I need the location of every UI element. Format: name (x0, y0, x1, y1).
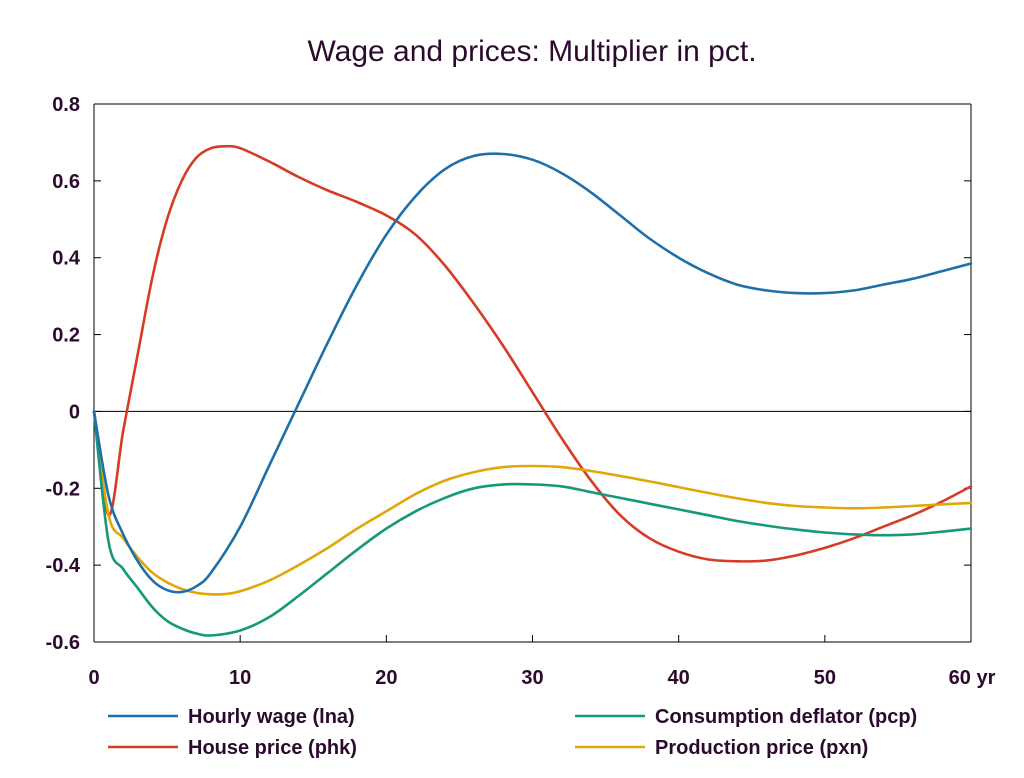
y-tick-label: 0.6 (52, 171, 80, 193)
series-lines (92, 144, 973, 637)
series-line-production-price-pxn (92, 410, 973, 596)
x-tick-label: 40 (668, 667, 690, 689)
series-line-hourly-wage-lna (92, 152, 973, 594)
y-tick-label: 0 (69, 401, 80, 423)
x-tick-label: 20 (375, 667, 397, 689)
plot-frame (93, 103, 972, 643)
legend-item-hourly-wage-lna: Hourly wage (lna) (108, 706, 355, 728)
legend-item-consumption-deflator-pcp: Consumption deflator (pcp) (575, 706, 917, 728)
y-tick-label: -0.4 (46, 555, 81, 577)
x-tick-label: 30 (521, 667, 543, 689)
x-axis-tick-labels: 0 10 20 30 40 50 60 yr (88, 667, 995, 689)
legend-label: Hourly wage (lna) (188, 706, 355, 728)
y-tick-label: -0.6 (46, 632, 80, 654)
legend-label: Consumption deflator (pcp) (655, 706, 917, 728)
legend: Hourly wage (lna) Consumption deflator (p… (108, 706, 917, 759)
y-tick-label: -0.2 (46, 478, 80, 500)
legend-label: House price (phk) (188, 737, 357, 759)
y-tick-label: 0.2 (52, 325, 80, 347)
legend-item-production-price-pxn: Production price (pxn) (575, 737, 868, 759)
x-tick-label: 60 yr (949, 667, 996, 689)
y-tick-label: 0.4 (52, 248, 81, 270)
series-line-house-price-phk (92, 144, 973, 563)
x-tick-label: 0 (88, 667, 99, 689)
legend-item-house-price-phk: House price (phk) (108, 737, 357, 759)
x-tick-label: 50 (814, 667, 836, 689)
x-tick-label: 10 (229, 667, 251, 689)
y-tick-label: 0.8 (52, 94, 80, 116)
series-line-consumption-deflator-pcp (92, 410, 973, 637)
legend-label: Production price (pxn) (655, 737, 868, 759)
y-axis-tick-labels: 0.8 0.6 0.4 0.2 0 -0.2 -0.4 -0.6 (46, 94, 81, 654)
axis-ticks (93, 103, 972, 643)
chart-title: Wage and prices: Multiplier in pct. (307, 35, 756, 68)
